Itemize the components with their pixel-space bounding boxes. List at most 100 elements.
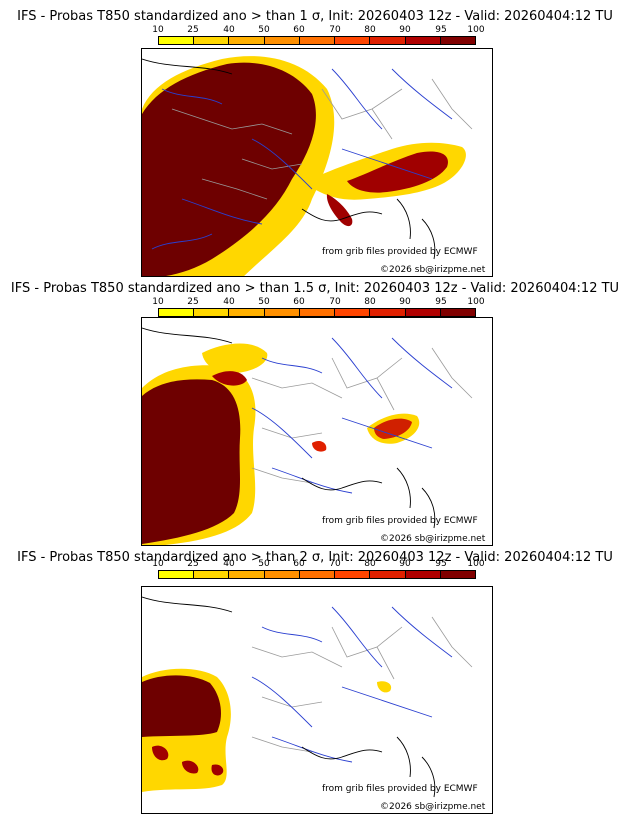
colorbar-ticks: 10 25 40 50 60 70 80 90 95 100 [152,297,484,308]
probability-area-alps-core [374,418,412,439]
colorbar-tick: 70 [329,297,341,307]
probability-area-high [142,62,316,276]
copyright-credit: ©2026 sb@irizpme.net [380,265,486,275]
data-source-credit: from grib files provided by ECMWF [322,247,478,257]
rivers [251,337,453,494]
colorbar-swatches [158,308,476,317]
data-source-credit: from grib files provided by ECMWF [322,516,478,526]
probability-colorbar: 10 25 40 50 60 70 80 90 95 100 [152,297,485,319]
colorbar-tick: 95 [435,559,447,569]
colorbar-swatch [159,37,195,44]
colorbar-tick: 10 [152,559,164,569]
rivers [151,68,453,250]
colorbar-tick: 95 [435,25,447,35]
colorbar-tick: 10 [152,297,164,307]
map-panel-1-5sigma: IFS - Probas T850 standardized ano > tha… [0,275,630,550]
probability-map: from grib files provided by ECMWF ©2026 … [141,48,493,277]
colorbar-ticks: 10 25 40 50 60 70 80 90 95 100 [152,559,484,570]
colorbar-tick: 60 [293,297,305,307]
probability-area-small [312,440,327,452]
colorbar-tick: 90 [399,297,411,307]
colorbar-swatch [440,37,475,44]
colorbar-tick: 95 [435,297,447,307]
colorbar-swatch [405,37,441,44]
colorbar-swatch [229,309,265,316]
colorbar-tick: 100 [467,297,485,307]
colorbar-swatch [159,309,195,316]
colorbar-swatch [229,37,265,44]
probability-area-north-core [212,371,247,386]
colorbar-swatches [158,36,476,45]
country-borders [251,616,473,753]
colorbar-tick: 80 [364,559,376,569]
colorbar-swatch [335,571,371,578]
map-panel-2sigma: IFS - Probas T850 standardized ano > tha… [0,550,630,828]
colorbar-tick: 10 [152,25,164,35]
copyright-credit: ©2026 sb@irizpme.net [380,802,486,812]
colorbar-tick: 25 [187,297,199,307]
colorbar-swatch [440,309,475,316]
colorbar-tick: 25 [187,25,199,35]
panel-title: IFS - Probas T850 standardized ano > tha… [17,9,613,24]
rivers [251,606,453,763]
probability-area-north [202,343,268,373]
colorbar-tick: 70 [329,25,341,35]
probability-area-alps [377,681,392,693]
colorbar-tick: 80 [364,25,376,35]
colorbar-swatch [299,571,336,578]
probability-map: from grib files provided by ECMWF ©2026 … [141,586,493,814]
map-canvas [142,327,473,545]
colorbar-swatch [370,37,406,44]
country-borders [251,347,473,484]
coastline [142,58,436,260]
colorbar-tick: 40 [223,25,235,35]
colorbar-tick: 80 [364,297,376,307]
colorbar-ticks: 10 25 40 50 60 70 80 90 95 100 [152,25,484,36]
coastline [142,327,436,529]
probability-area-alps-core [347,151,448,193]
colorbar-tick: 60 [293,25,305,35]
colorbar-swatch [264,571,300,578]
map-canvas [142,56,473,276]
probability-area-high [142,379,241,544]
coastline [142,596,436,798]
colorbar-tick: 40 [223,297,235,307]
colorbar-tick: 50 [258,25,270,35]
colorbar-swatches [158,570,476,579]
colorbar-tick: 90 [399,25,411,35]
colorbar-swatch [194,571,230,578]
colorbar-tick: 40 [223,559,235,569]
colorbar-tick: 70 [329,559,341,569]
colorbar-tick: 90 [399,559,411,569]
colorbar-swatch [264,309,300,316]
colorbar-swatch [405,309,441,316]
colorbar-swatch [335,309,371,316]
colorbar-swatch [299,37,336,44]
copyright-credit: ©2026 sb@irizpme.net [380,534,486,544]
panel-title: IFS - Probas T850 standardized ano > tha… [10,281,620,296]
colorbar-swatch [159,571,195,578]
colorbar-tick: 100 [467,25,485,35]
probability-area-spots [152,745,224,776]
colorbar-swatch [299,309,336,316]
country-borders [171,78,473,200]
probability-colorbar: 10 25 40 50 60 70 80 90 95 100 [152,559,485,581]
colorbar-swatch [194,309,230,316]
panel-title: IFS - Probas T850 standardized ano > tha… [17,550,613,565]
colorbar-swatch [405,571,441,578]
colorbar-tick: 50 [258,297,270,307]
map-canvas [142,596,473,798]
colorbar-swatch [370,571,406,578]
probability-area-high [142,675,222,737]
colorbar-tick: 100 [467,559,485,569]
colorbar-tick: 60 [293,559,305,569]
colorbar-swatch [264,37,300,44]
probability-colorbar: 10 25 40 50 60 70 80 90 95 100 [152,25,485,47]
data-source-credit: from grib files provided by ECMWF [322,784,478,794]
colorbar-tick: 25 [187,559,199,569]
colorbar-swatch [335,37,371,44]
colorbar-tick: 50 [258,559,270,569]
probability-map: from grib files provided by ECMWF ©2026 … [141,317,493,546]
colorbar-swatch [370,309,406,316]
colorbar-swatch [194,37,230,44]
